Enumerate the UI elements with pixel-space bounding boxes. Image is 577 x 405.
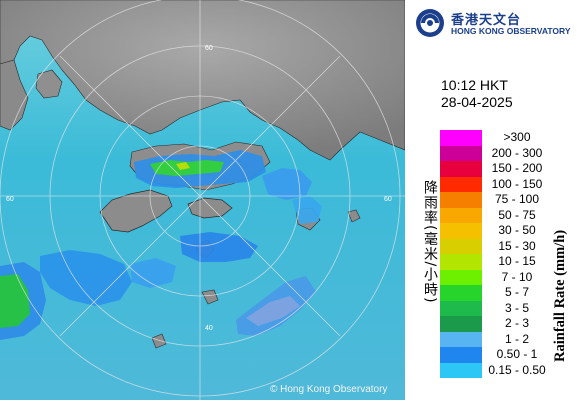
radar-map: 60 60 40 60 © Hong Kong Observatory xyxy=(0,0,406,400)
west-coast-land xyxy=(0,59,29,131)
org-name-en: HONG KONG OBSERVATORY xyxy=(451,26,571,36)
legend-title-en: Rainfall Rate (mm/h) xyxy=(552,229,568,362)
rain-east-band xyxy=(262,168,312,200)
range-label-60-right: 60 xyxy=(384,196,392,203)
legend-swatch xyxy=(440,362,482,378)
legend-label: >300 xyxy=(503,130,531,144)
legend-row: 75 - 100 xyxy=(440,192,577,208)
legend-row: 1 - 2 xyxy=(440,331,577,347)
radar-date: 28-04-2025 xyxy=(441,94,513,110)
legend-swatch xyxy=(440,161,482,177)
legend-title-zh: 降雨率(毫米/小時) xyxy=(422,180,438,304)
legend-row: 2 - 3 xyxy=(440,316,577,332)
legend-row: 5 - 7 xyxy=(440,285,577,301)
radar-time: 10:12 HKT xyxy=(441,77,508,93)
legend-swatch xyxy=(440,130,482,146)
legend-row: 10 - 15 xyxy=(440,254,577,270)
rain-south-band xyxy=(130,258,176,288)
legend-label: 0.50 - 1 xyxy=(496,347,538,361)
legend-swatch xyxy=(440,238,482,254)
legend-swatch xyxy=(440,347,482,363)
south-islet-2 xyxy=(151,333,167,349)
legend-row: 50 - 75 xyxy=(440,207,577,223)
org-name-zh: 香港天文台 xyxy=(451,13,522,28)
legend-swatch xyxy=(440,269,482,285)
range-label-60-top: 60 xyxy=(205,45,213,52)
legend-row: 30 - 50 xyxy=(440,223,577,239)
legend-swatch xyxy=(440,176,482,192)
hko-logo[interactable]: 香港天文台 HONG KONG OBSERVATORY xyxy=(413,6,577,40)
legend-row: 3 - 5 xyxy=(440,300,577,316)
legend-label: 10 - 15 xyxy=(498,254,536,268)
legend-panel: 香港天文台 HONG KONG OBSERVATORY 10:12 HKT 28… xyxy=(405,0,577,400)
range-label-60-left: 60 xyxy=(6,196,14,203)
legend-row: 0.50 - 1 xyxy=(440,347,577,363)
legend-label: 3 - 5 xyxy=(504,300,529,315)
legend-label: 5 - 7 xyxy=(504,285,529,299)
legend-row: 7 - 10 xyxy=(440,269,577,285)
rain-core-north-2 xyxy=(176,162,190,170)
mainland xyxy=(0,0,406,161)
range-label-40-bottom: 40 xyxy=(205,325,213,332)
legend-row: 15 - 30 xyxy=(440,238,577,254)
legend-row: 150 - 200 xyxy=(440,161,577,177)
legend-swatch xyxy=(440,207,482,223)
legend-swatch xyxy=(440,254,482,270)
legend-swatch xyxy=(440,192,482,208)
hk-island xyxy=(187,197,233,219)
legend-swatch xyxy=(440,223,482,239)
copyright-notice: © Hong Kong Observatory xyxy=(270,384,388,395)
rain-southwest xyxy=(40,250,132,306)
legend-label: 100 - 150 xyxy=(491,176,543,191)
range-rings xyxy=(0,0,405,400)
hko-emblem-icon xyxy=(416,9,444,37)
legend-swatch xyxy=(440,316,482,332)
legend-row: >300 xyxy=(440,130,577,146)
rainfall-legend: >300 200 - 300 150 - 200 100 - 150 75 - 100 5… xyxy=(440,130,577,378)
legend-label: 200 - 300 xyxy=(491,145,543,160)
legend-swatch xyxy=(440,285,482,301)
legend-label: 1 - 2 xyxy=(504,331,529,346)
legend-label: 15 - 30 xyxy=(498,238,536,253)
legend-label: 50 - 75 xyxy=(498,207,536,222)
legend-label: 0.15 - 0.50 xyxy=(488,362,546,377)
rain-southeast-lilac xyxy=(246,296,300,326)
legend-swatch xyxy=(440,331,482,347)
rain-central xyxy=(180,232,258,262)
legend-row: 0.15 - 0.50 xyxy=(440,362,577,378)
legend-label: 7 - 10 xyxy=(501,269,533,284)
legend-row: 200 - 300 xyxy=(440,145,577,161)
legend-label: 2 - 3 xyxy=(504,316,529,330)
east-islet xyxy=(347,209,361,223)
legend-swatch xyxy=(440,300,482,316)
south-islet xyxy=(201,289,219,305)
pearl-delta-island xyxy=(35,69,63,99)
legend-label: 75 - 100 xyxy=(494,192,540,206)
legend-label: 150 - 200 xyxy=(491,161,543,175)
legend-swatch xyxy=(440,145,482,161)
legend-label: 30 - 50 xyxy=(498,223,536,237)
legend-row: 100 - 150 xyxy=(440,176,577,192)
